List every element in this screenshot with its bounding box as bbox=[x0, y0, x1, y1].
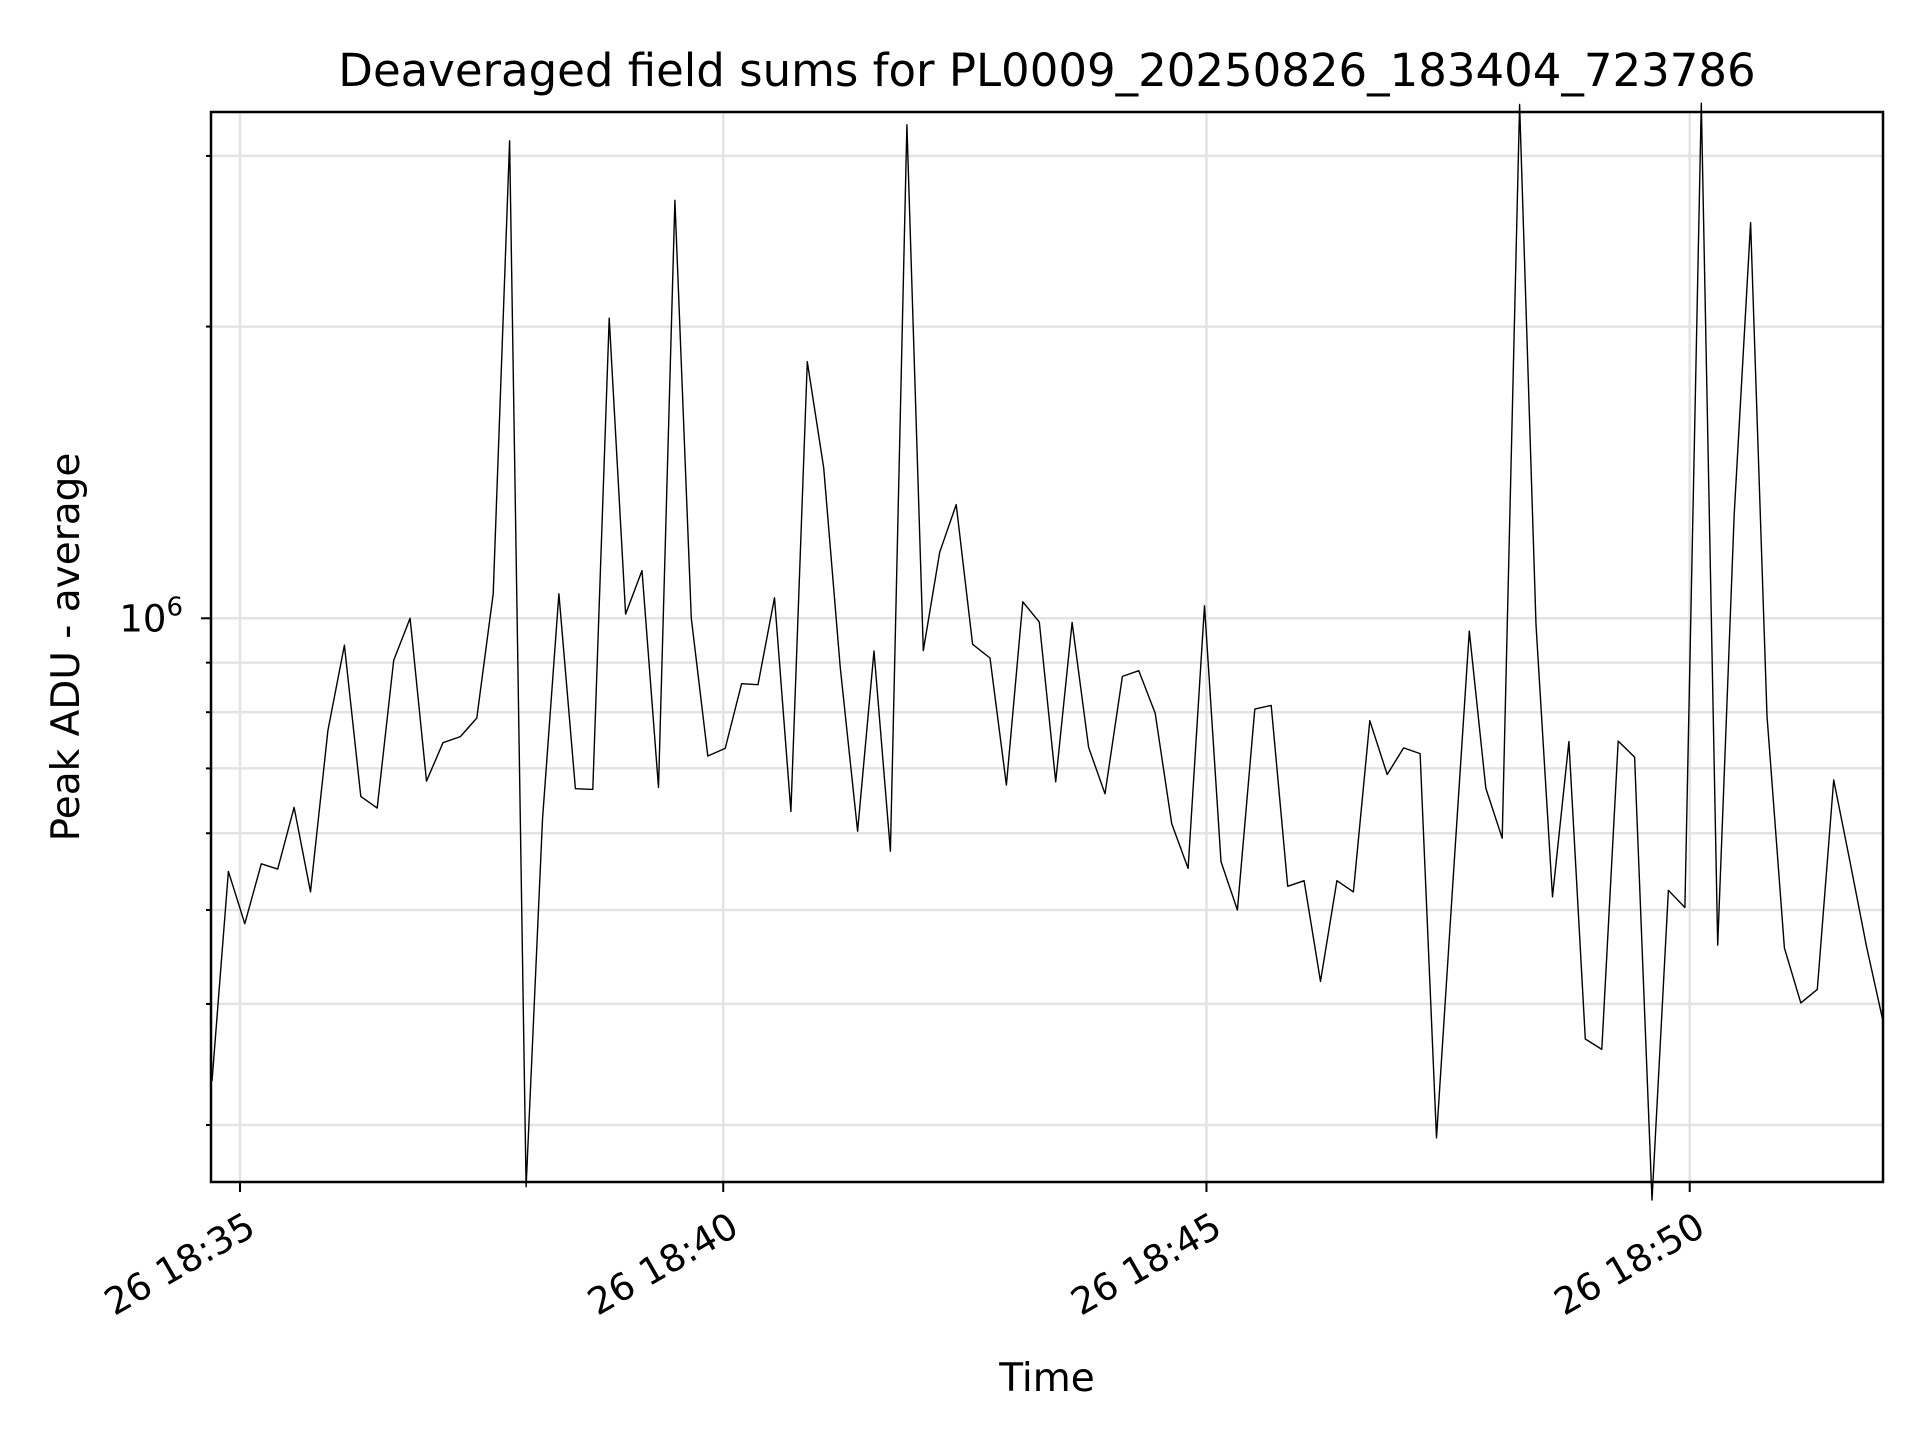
x-axis-label: Time bbox=[998, 1356, 1094, 1401]
y-axis-label: Peak ADU - average bbox=[44, 453, 89, 842]
series-line bbox=[211, 102, 1884, 1201]
y-tick-label: 106 bbox=[119, 592, 183, 640]
y-tick-labels: 106 bbox=[119, 592, 183, 640]
plot-frame bbox=[209, 110, 1885, 1184]
chart-title: Deaveraged field sums for PL0009_2025082… bbox=[338, 44, 1755, 97]
